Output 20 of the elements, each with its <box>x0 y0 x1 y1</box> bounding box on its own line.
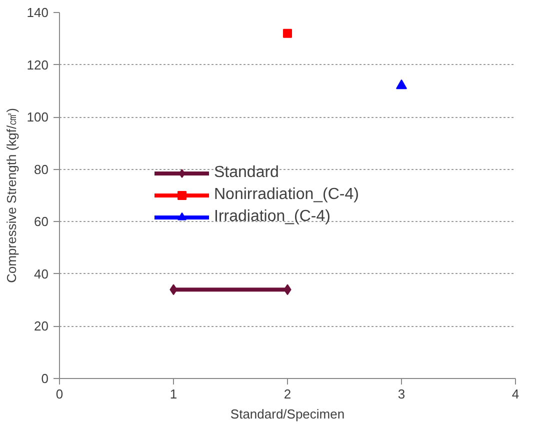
point <box>283 28 292 38</box>
legend-label: Irradiation_(C-4) <box>214 208 330 226</box>
legend-label: Nonirradiation_(C-4) <box>214 186 359 204</box>
y-tick-label: 120 <box>26 57 49 72</box>
legend-label: Standard <box>214 164 279 182</box>
point <box>396 79 407 90</box>
y-tick-label: 60 <box>34 214 49 230</box>
y-tick-label: 0 <box>41 371 49 386</box>
y-tick-label: 20 <box>34 318 49 334</box>
x-tick-label: 0 <box>56 386 64 402</box>
x-tick-label: 4 <box>512 386 520 402</box>
y-tick-label: 100 <box>26 110 49 125</box>
y-tick-label: 140 <box>26 5 49 20</box>
x-axis-title: Standard/Specimen <box>230 406 345 422</box>
x-tick-label: 3 <box>398 386 406 402</box>
y-tick-label: 80 <box>34 162 49 177</box>
y-tick-label: 40 <box>34 266 49 282</box>
y-axis-title: Compressive Strength (kgf/㎠) <box>4 108 19 283</box>
x-tick-label: 1 <box>170 386 178 402</box>
x-tick-label: 2 <box>284 386 292 402</box>
